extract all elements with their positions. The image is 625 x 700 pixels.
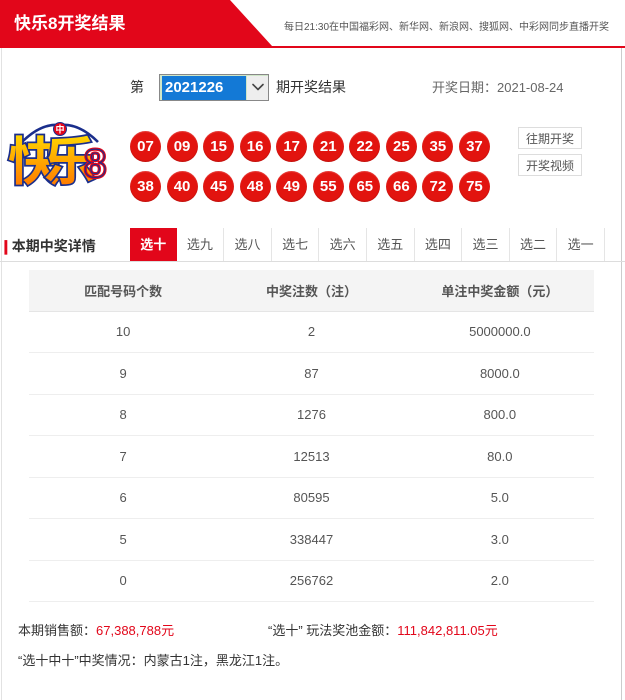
svg-text:8: 8 bbox=[84, 142, 106, 186]
